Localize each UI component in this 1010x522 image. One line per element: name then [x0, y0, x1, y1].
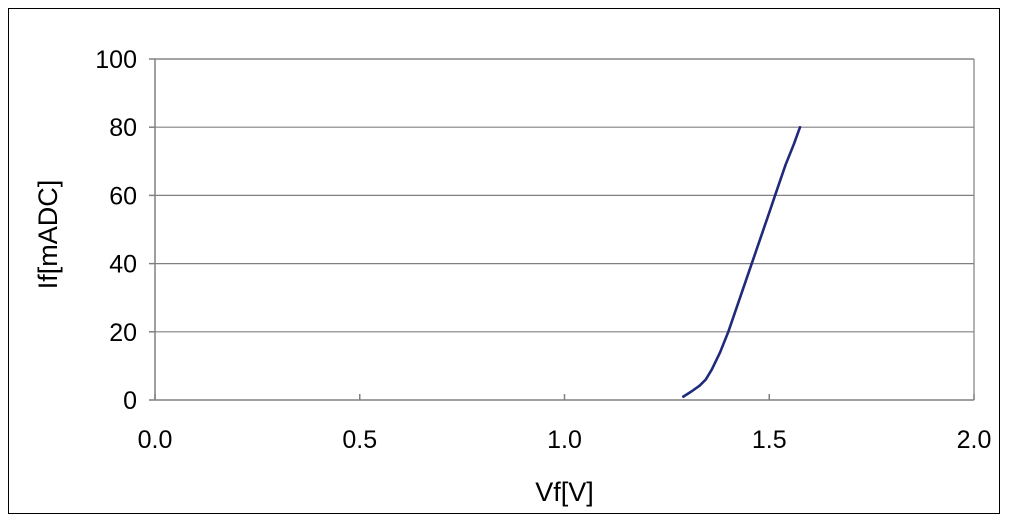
- x-tick-label: 1.0: [547, 426, 582, 454]
- y-tick-label: 40: [109, 251, 137, 279]
- y-tick-label: 60: [109, 182, 137, 210]
- x-tick-label: 0.5: [342, 426, 377, 454]
- y-tick-label: 20: [109, 319, 137, 347]
- x-tick-label: 2.0: [957, 426, 992, 454]
- y-tick-label: 100: [95, 46, 137, 74]
- tick-labels: 0 20 40 60 80 100 0.0 0.5 1.0 1.5 2.0: [95, 46, 991, 454]
- x-axis-title: Vf[V]: [535, 477, 594, 507]
- chart-frame: 0 20 40 60 80 100 0.0 0.5 1.0 1.5 2.0 Vf[V] If[mAD…: [8, 8, 1000, 514]
- series-line: [681, 125, 802, 398]
- y-tick-label: 0: [123, 387, 137, 415]
- y-axis-title: If[mADC]: [33, 180, 63, 290]
- gridlines: [155, 58, 975, 400]
- y-tick-label: 80: [109, 114, 137, 142]
- series-group: [681, 125, 802, 398]
- x-tick-label: 1.5: [752, 426, 787, 454]
- axes: [149, 58, 975, 401]
- if-vf-chart: 0 20 40 60 80 100 0.0 0.5 1.0 1.5 2.0 Vf[V] If[mAD…: [33, 46, 991, 507]
- x-tick-label: 0.0: [138, 426, 173, 454]
